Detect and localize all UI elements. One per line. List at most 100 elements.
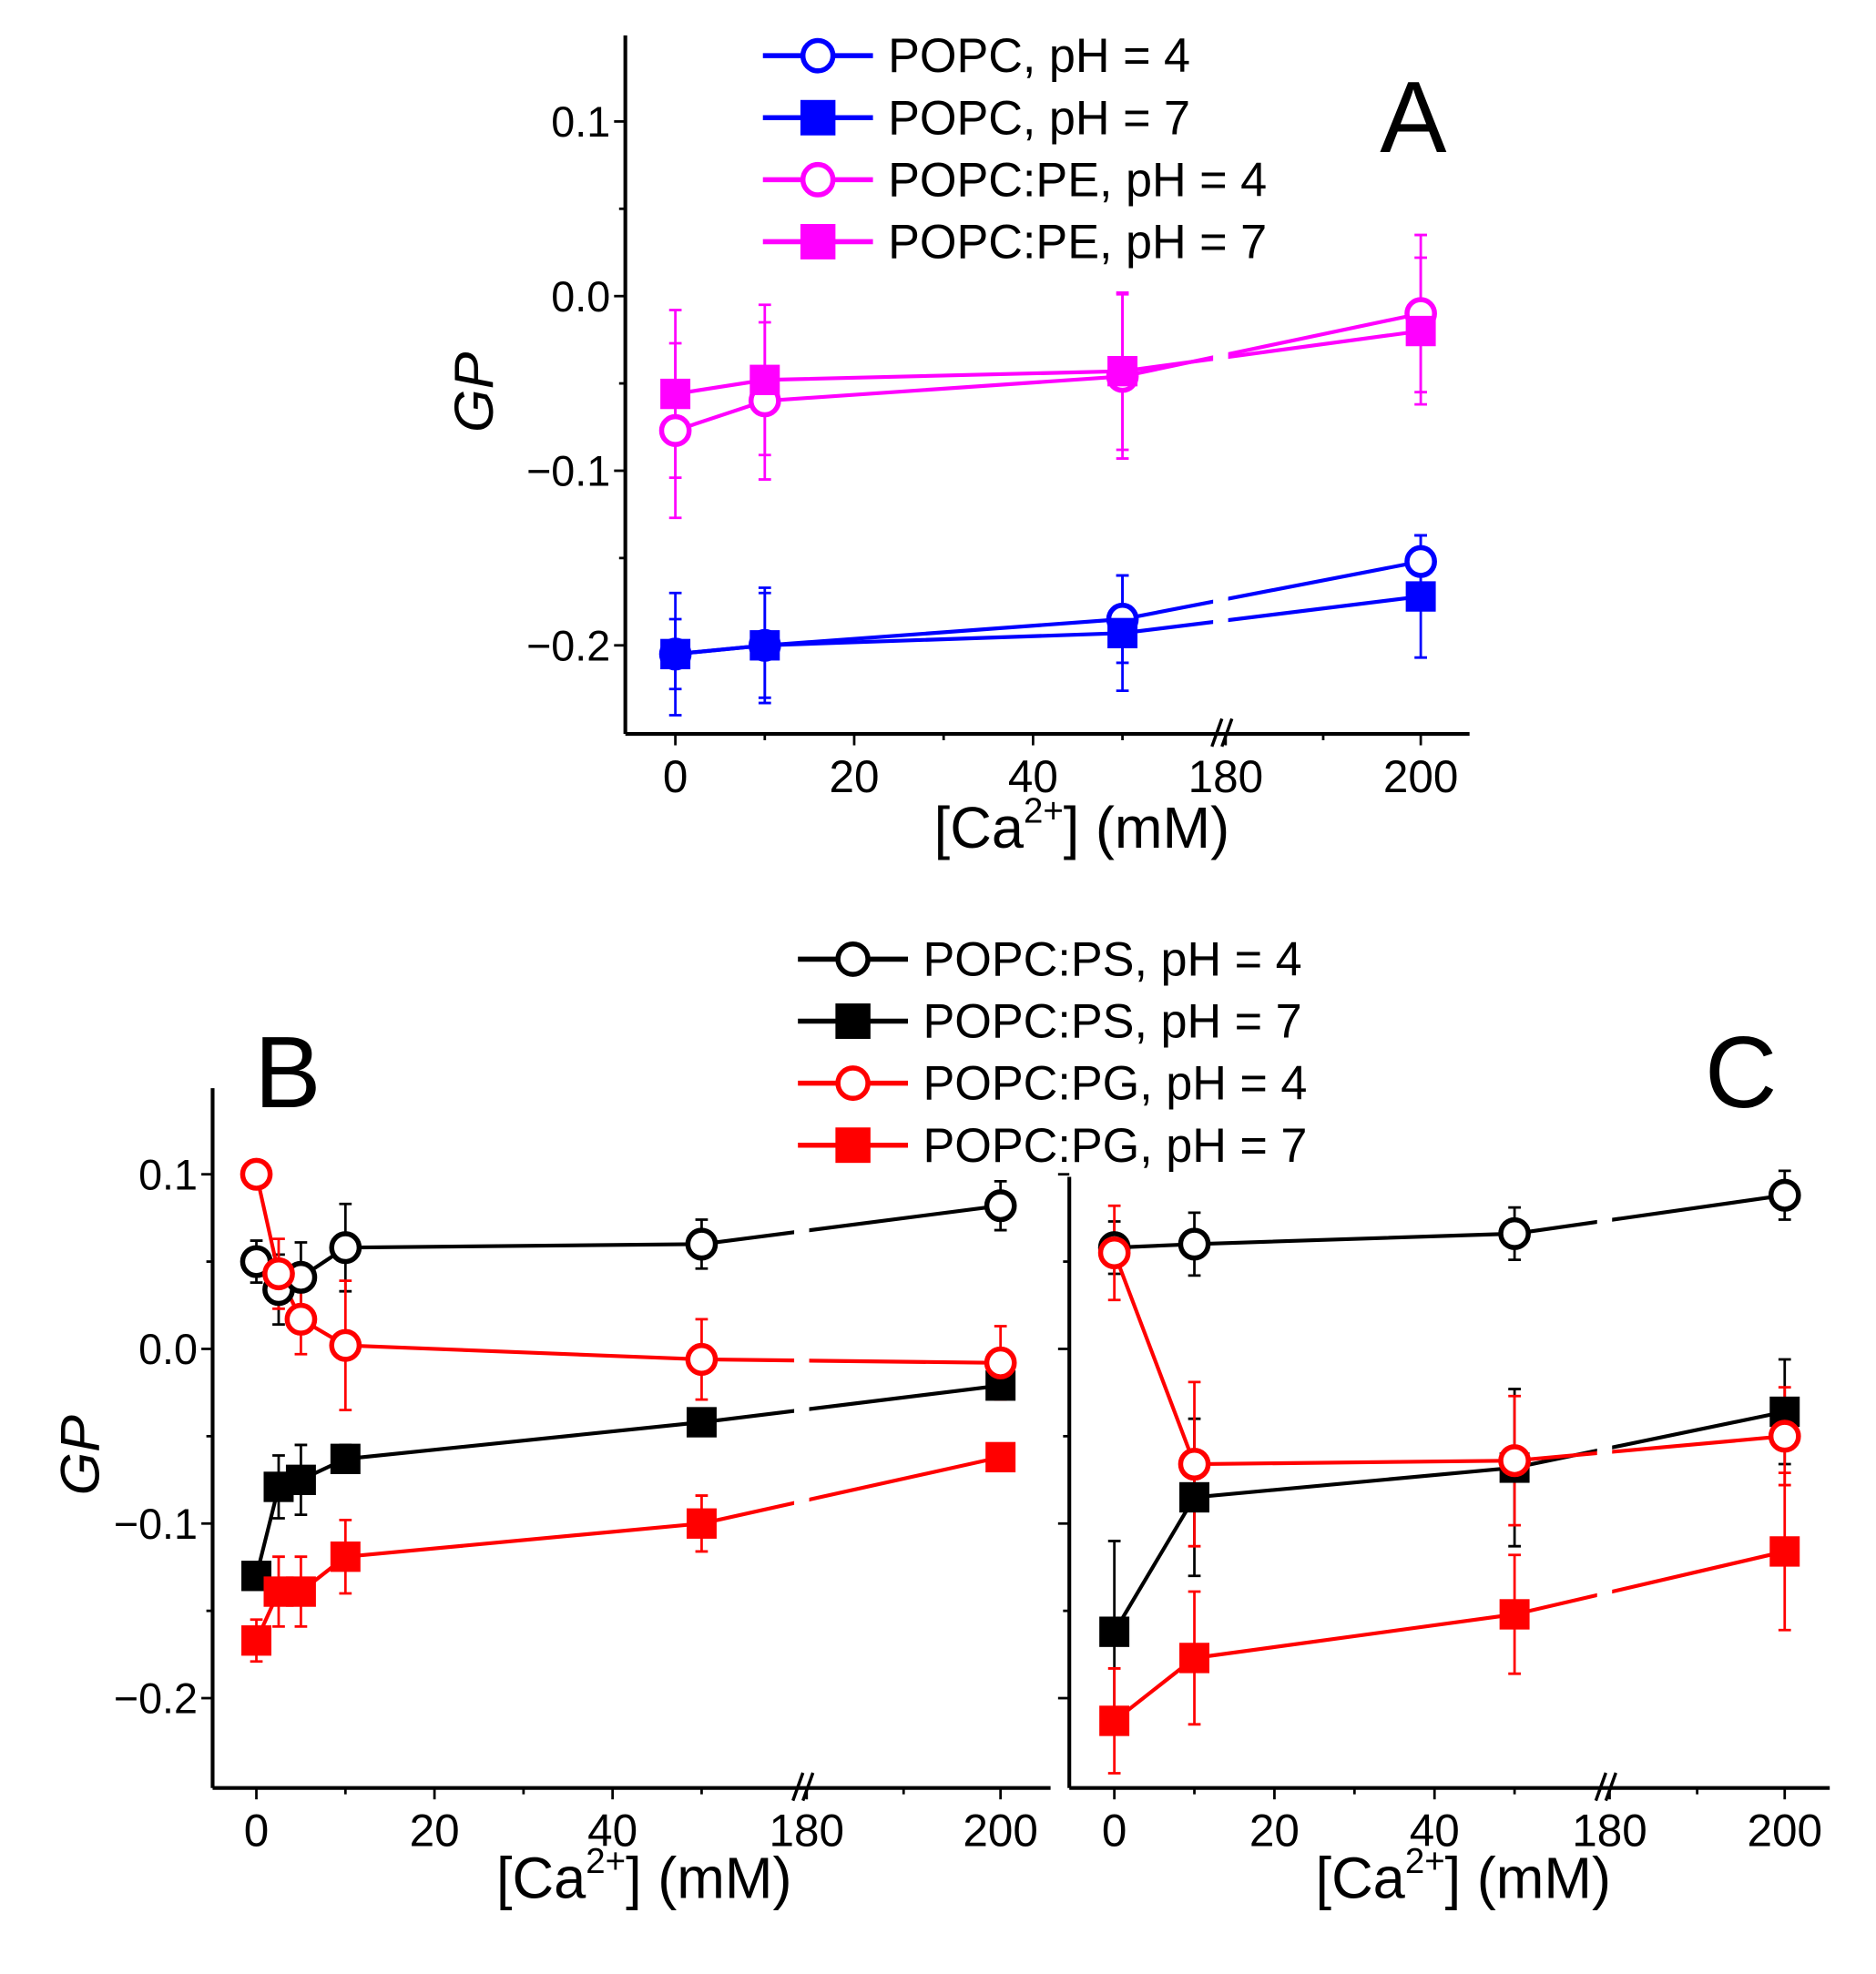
data-point-square <box>241 1625 272 1656</box>
data-point-circle <box>984 1189 1017 1223</box>
legend-square-icon <box>800 99 836 136</box>
series <box>668 534 1427 699</box>
data-point-square <box>1107 617 1138 649</box>
data-point-square <box>1099 1705 1130 1736</box>
x-tick-label: 0 <box>663 751 688 802</box>
x-tick-label: 0 <box>1102 1805 1127 1856</box>
legend: POPC:PS, pH = 4 POPC:PS, pH = 7 POPC:PG, p… <box>798 932 1307 1173</box>
data-point-square <box>749 364 780 395</box>
break-gap <box>1596 1176 1613 1763</box>
data-point-circle <box>1768 1178 1801 1212</box>
break-gap <box>1213 35 1229 709</box>
data-point-circle <box>329 1328 362 1362</box>
y-tick-label: 0.0 <box>551 272 610 321</box>
x-tick-label: 40 <box>587 1805 637 1856</box>
x-axis-label: [Ca2+] (mM) <box>1316 1842 1612 1911</box>
series-line <box>1113 1549 1786 1723</box>
legend: POPC, pH = 4 POPC, pH = 7 POPC:PE, pH = 4 P… <box>762 29 1267 270</box>
panel-label: A <box>1380 61 1447 174</box>
series <box>668 233 1427 520</box>
y-axis-label: GP <box>49 1415 111 1496</box>
y-tick-label: 0.1 <box>138 1150 198 1198</box>
x-tick-label: 20 <box>410 1805 460 1856</box>
data-point-circle <box>1404 544 1437 578</box>
series-line <box>1112 1409 1786 1633</box>
x-tick-label: 200 <box>963 1805 1037 1856</box>
data-point-square <box>686 1407 717 1438</box>
x-axis-label: [Ca2+] (mM) <box>934 791 1230 860</box>
data-point-square <box>285 1576 316 1607</box>
legend-label: POPC:PS, pH = 4 <box>923 932 1302 986</box>
legend-circle-icon <box>800 161 836 198</box>
legend-circle-icon <box>800 37 836 74</box>
series <box>250 1179 1007 1327</box>
y-tick-label: 0.0 <box>138 1325 198 1373</box>
legend-square-icon <box>835 1127 871 1164</box>
data-point-square <box>330 1542 361 1572</box>
data-point-circle <box>262 1257 295 1291</box>
y-tick-label: −0.2 <box>526 621 610 669</box>
data-point-circle <box>1498 1216 1531 1250</box>
series <box>250 1447 1007 1664</box>
data-point-circle <box>685 1227 719 1261</box>
data-point-square <box>285 1464 316 1495</box>
panel-label: C <box>1705 1016 1777 1129</box>
legend-label: POPC, pH = 7 <box>888 91 1190 145</box>
x-axis-label: [Ca2+] (mM) <box>496 1842 792 1911</box>
break-gap <box>794 1088 810 1763</box>
series <box>1107 1358 1791 1725</box>
y-axis-label: GP <box>443 351 505 432</box>
legend-label: POPC:PE, pH = 4 <box>888 153 1267 207</box>
legend-label: POPC:PE, pH = 7 <box>888 215 1267 269</box>
data-point-circle <box>658 413 692 447</box>
data-point-square <box>686 1508 717 1539</box>
series <box>668 256 1427 480</box>
x-tick-label: 40 <box>1008 751 1058 802</box>
data-point-circle <box>284 1302 318 1336</box>
legend-label: POPC:PS, pH = 7 <box>923 994 1302 1048</box>
panel-C: 0 20 40 180 200 [Ca2+] (mM) C <box>1057 1016 1830 1911</box>
data-point-circle <box>1097 1236 1131 1270</box>
data-point-circle <box>329 1231 362 1265</box>
data-point-square <box>1405 581 1436 612</box>
legend-circle-icon <box>835 1065 871 1102</box>
panel-A: 0 20 40 180 200 0.1 0.0 −0.1 −0.2 GP [Ca2+] (mM) A <box>443 35 1470 860</box>
panel-B: 0 20 40 180 200 0.1 0.0 −0.1 −0.2 GP [Ca2+] (mM) B <box>49 1016 1051 1911</box>
legend-square-icon <box>800 223 836 259</box>
x-tick-label: 180 <box>1572 1805 1647 1856</box>
series <box>668 534 1427 717</box>
series-line <box>254 1455 1002 1642</box>
y-tick-label: −0.1 <box>114 1500 198 1548</box>
series <box>1107 1471 1791 1775</box>
x-tick-label: 40 <box>1410 1805 1460 1856</box>
x-tick-label: 20 <box>1249 1805 1300 1856</box>
series <box>250 1164 1007 1411</box>
series-line <box>254 1174 1001 1365</box>
y-tick-label: −0.1 <box>526 446 610 494</box>
legend-label: POPC:PG, pH = 4 <box>923 1056 1308 1110</box>
x-tick-label: 200 <box>1748 1805 1822 1856</box>
axis-break-mark <box>1210 717 1234 748</box>
series <box>250 1370 1007 1586</box>
axis-break-mark <box>1594 1772 1617 1802</box>
legend-circle-icon <box>835 941 871 977</box>
data-point-square <box>1179 1643 1210 1674</box>
data-point-square <box>1769 1536 1800 1567</box>
series-line <box>674 311 1422 432</box>
data-point-square <box>749 630 780 661</box>
series-line <box>1112 1252 1785 1467</box>
legend-square-icon <box>835 1003 871 1039</box>
x-tick-label: 0 <box>244 1805 269 1856</box>
data-point-square <box>1405 315 1436 347</box>
data-point-square <box>1107 355 1138 387</box>
data-point-circle <box>685 1342 719 1377</box>
series-line <box>675 559 1422 656</box>
x-tick-label: 180 <box>1188 751 1263 802</box>
x-tick-label: 20 <box>829 751 879 802</box>
data-point-circle <box>1498 1444 1531 1478</box>
data-point-square <box>330 1443 361 1474</box>
series-line <box>675 329 1422 396</box>
x-tick-label: 180 <box>770 1805 844 1856</box>
y-tick-label: 0.1 <box>551 97 610 146</box>
